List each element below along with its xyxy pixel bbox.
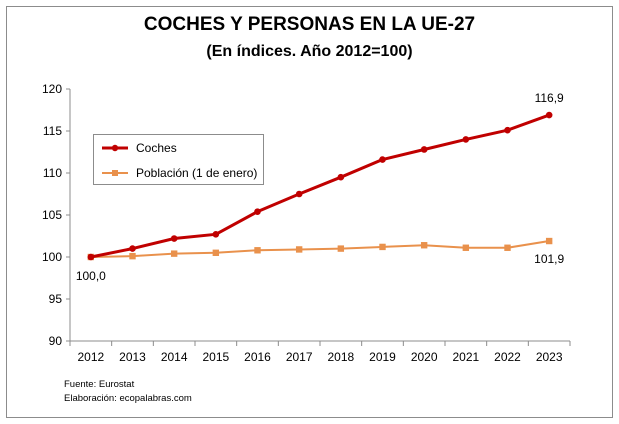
start-value-label: 100,0 [76, 269, 106, 283]
y-axis-ticks: 90 95 100 105 110 115 120 [42, 82, 70, 348]
data-point [254, 208, 261, 215]
legend: Coches Población (1 de enero) [93, 134, 264, 185]
y-tick-label: 110 [43, 166, 62, 180]
series-layer [87, 111, 553, 261]
legend-coches-label: Coches [136, 141, 177, 155]
data-point [545, 237, 553, 245]
chart-frame [6, 6, 613, 418]
legend-poblacion-swatch [102, 170, 128, 176]
data-point [337, 173, 345, 181]
x-tick-label: 2017 [286, 350, 313, 364]
data-point [212, 249, 220, 256]
data-point [295, 190, 303, 198]
source-line: Fuente: Eurostat [64, 379, 135, 390]
data-point [254, 247, 261, 254]
x-tick-label: 2015 [202, 350, 229, 364]
x-tick-label: 2019 [369, 350, 396, 364]
data-point [337, 245, 345, 252]
data-point [504, 244, 511, 251]
poblacion-end-value-label: 101,9 [534, 252, 564, 266]
data-point [212, 231, 220, 238]
chart-subtitle: (En índices. Año 2012=100) [206, 43, 413, 60]
x-tick-label: 2018 [327, 350, 354, 364]
data-point [379, 156, 386, 163]
x-axis-ticks: 2012 2013 2014 2015 2016 2017 2018 2019 2020 2021… [69, 341, 571, 364]
data-point [379, 243, 386, 251]
y-tick-label: 95 [49, 292, 63, 306]
data-point [504, 126, 511, 134]
annotations-layer: 100,0 116,9 101,9 [76, 91, 565, 283]
y-tick-label: 115 [43, 124, 62, 138]
source-block: Fuente: Eurostat Elaboración: ecopalabra… [64, 378, 192, 406]
data-point [420, 242, 428, 249]
data-point [295, 246, 303, 253]
data-point [462, 136, 470, 143]
y-tick-label: 90 [49, 334, 63, 348]
legend-item-poblacion: Población (1 de enero) [100, 163, 257, 183]
series-coches [87, 111, 553, 261]
series-line [90, 240, 550, 258]
legend-item-coches: Coches [100, 138, 177, 158]
data-point [129, 245, 136, 252]
x-tick-label: 2012 [77, 350, 104, 364]
author-line: Elaboración: ecopalabras.com [64, 393, 192, 404]
data-point [170, 250, 178, 257]
chart-title: COCHES Y PERSONAS EN LA UE-27 [143, 14, 476, 35]
y-tick-label: 100 [42, 250, 62, 264]
y-tick-label: 105 [42, 208, 62, 222]
axes [69, 89, 570, 342]
data-point [420, 146, 428, 153]
data-point [462, 244, 470, 251]
data-point [87, 253, 95, 261]
x-tick-label: 2022 [494, 350, 521, 364]
x-tick-label: 2023 [536, 350, 563, 364]
legend-poblacion-label: Población (1 de enero) [136, 166, 258, 180]
legend-coches-swatch [102, 144, 128, 152]
y-tick-label: 120 [42, 82, 62, 96]
coches-end-value-label: 116,9 [535, 91, 564, 105]
x-tick-label: 2014 [161, 350, 188, 364]
x-tick-label: 2013 [119, 350, 146, 364]
x-tick-label: 2016 [244, 350, 271, 364]
x-tick-label: 2020 [411, 350, 438, 364]
data-point [129, 252, 136, 260]
data-point [170, 235, 178, 242]
x-tick-label: 2021 [452, 350, 479, 364]
data-point [545, 111, 553, 119]
series-line [90, 113, 550, 259]
